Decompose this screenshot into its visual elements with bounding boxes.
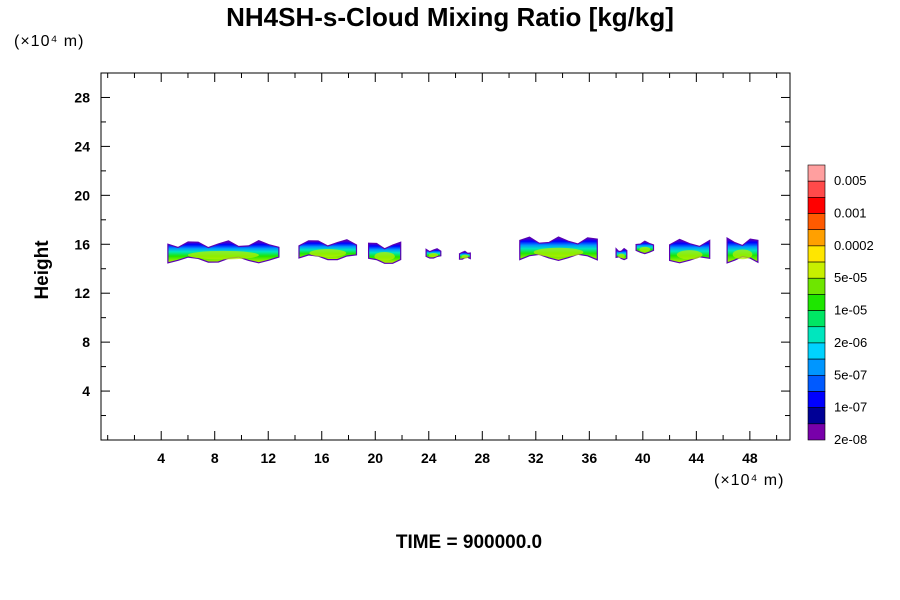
colorbar-label: 0.005 [834,173,867,188]
colorbar-swatch [807,407,826,425]
colorbar: 0.005 0.001 0.0002 5e-05 1e-05 2e-06 5e-07 1e-0… [807,164,874,447]
y-tick-label: 24 [74,138,90,154]
y-tick-label: 4 [82,383,90,399]
time-label: TIME = 900000.0 [395,532,543,553]
x-tick-label: 24 [421,450,437,466]
x-tick-label: 36 [582,450,598,466]
y-tick-label: 28 [74,89,90,105]
colorbar-swatch [807,374,826,392]
x-axis-unit: (×10⁴ m) [714,472,785,489]
x-tick-label: 40 [635,450,651,466]
colorbar-swatch [807,229,826,247]
cloud-core [676,250,703,260]
y-tick-label: 16 [74,236,90,252]
cloud-core [461,254,469,259]
colorbar-swatch [807,326,826,344]
colorbar-swatch [807,342,826,360]
colorbar-label: 1e-07 [834,400,867,415]
x-tick-label: 32 [528,450,544,466]
colorbar-swatch [807,164,826,182]
colorbar-label: 5e-05 [834,270,867,285]
x-tick-label: 44 [689,450,705,466]
cloud-core [732,249,753,260]
plot-frame [100,72,791,441]
plot-area [100,72,791,441]
y-tick-label: 8 [82,334,90,350]
colorbar-label: 0.001 [834,206,867,221]
colorbar-label: 2e-06 [834,335,867,350]
y-tick-label: 12 [74,285,90,301]
chart-title: NH4SH-s-Cloud Mixing Ratio [kg/kg] [226,2,674,32]
x-tick-label: 12 [260,450,276,466]
x-tick-label: 28 [475,450,491,466]
colorbar-swatch [807,310,826,328]
colorbar-swatch [807,391,826,408]
cloud-layer [167,236,759,264]
y-axis-unit: (×10⁴ m) [14,33,85,50]
x-tick-label: 4 [157,450,165,466]
colorbar-swatch [807,261,826,279]
colorbar-swatch [807,197,826,214]
cloud-core [428,252,439,257]
cloud-core [187,250,259,260]
colorbar-swatch [807,423,826,441]
y-tick-label: 20 [74,187,90,203]
x-tick-label: 8 [211,450,219,466]
x-tick-label: 48 [742,450,758,466]
cloud-core [309,249,347,258]
colorbar-swatch [807,358,826,376]
colorbar-swatch [807,294,826,311]
colorbar-label: 1e-05 [834,303,867,318]
cloud-core [533,247,584,257]
colorbar-swatch [807,180,826,198]
cloud-core [618,253,625,258]
x-tick-label: 20 [367,450,383,466]
colorbar-swatch [807,245,826,263]
colorbar-label: 2e-08 [834,432,867,447]
colorbar-label: 0.0002 [834,238,874,253]
colorbar-label: 5e-07 [834,367,867,382]
cloud-core [374,252,395,261]
x-tick-label: 16 [314,450,330,466]
colorbar-swatch [807,213,826,231]
colorbar-swatch [807,277,826,295]
cloud-core [639,246,651,252]
